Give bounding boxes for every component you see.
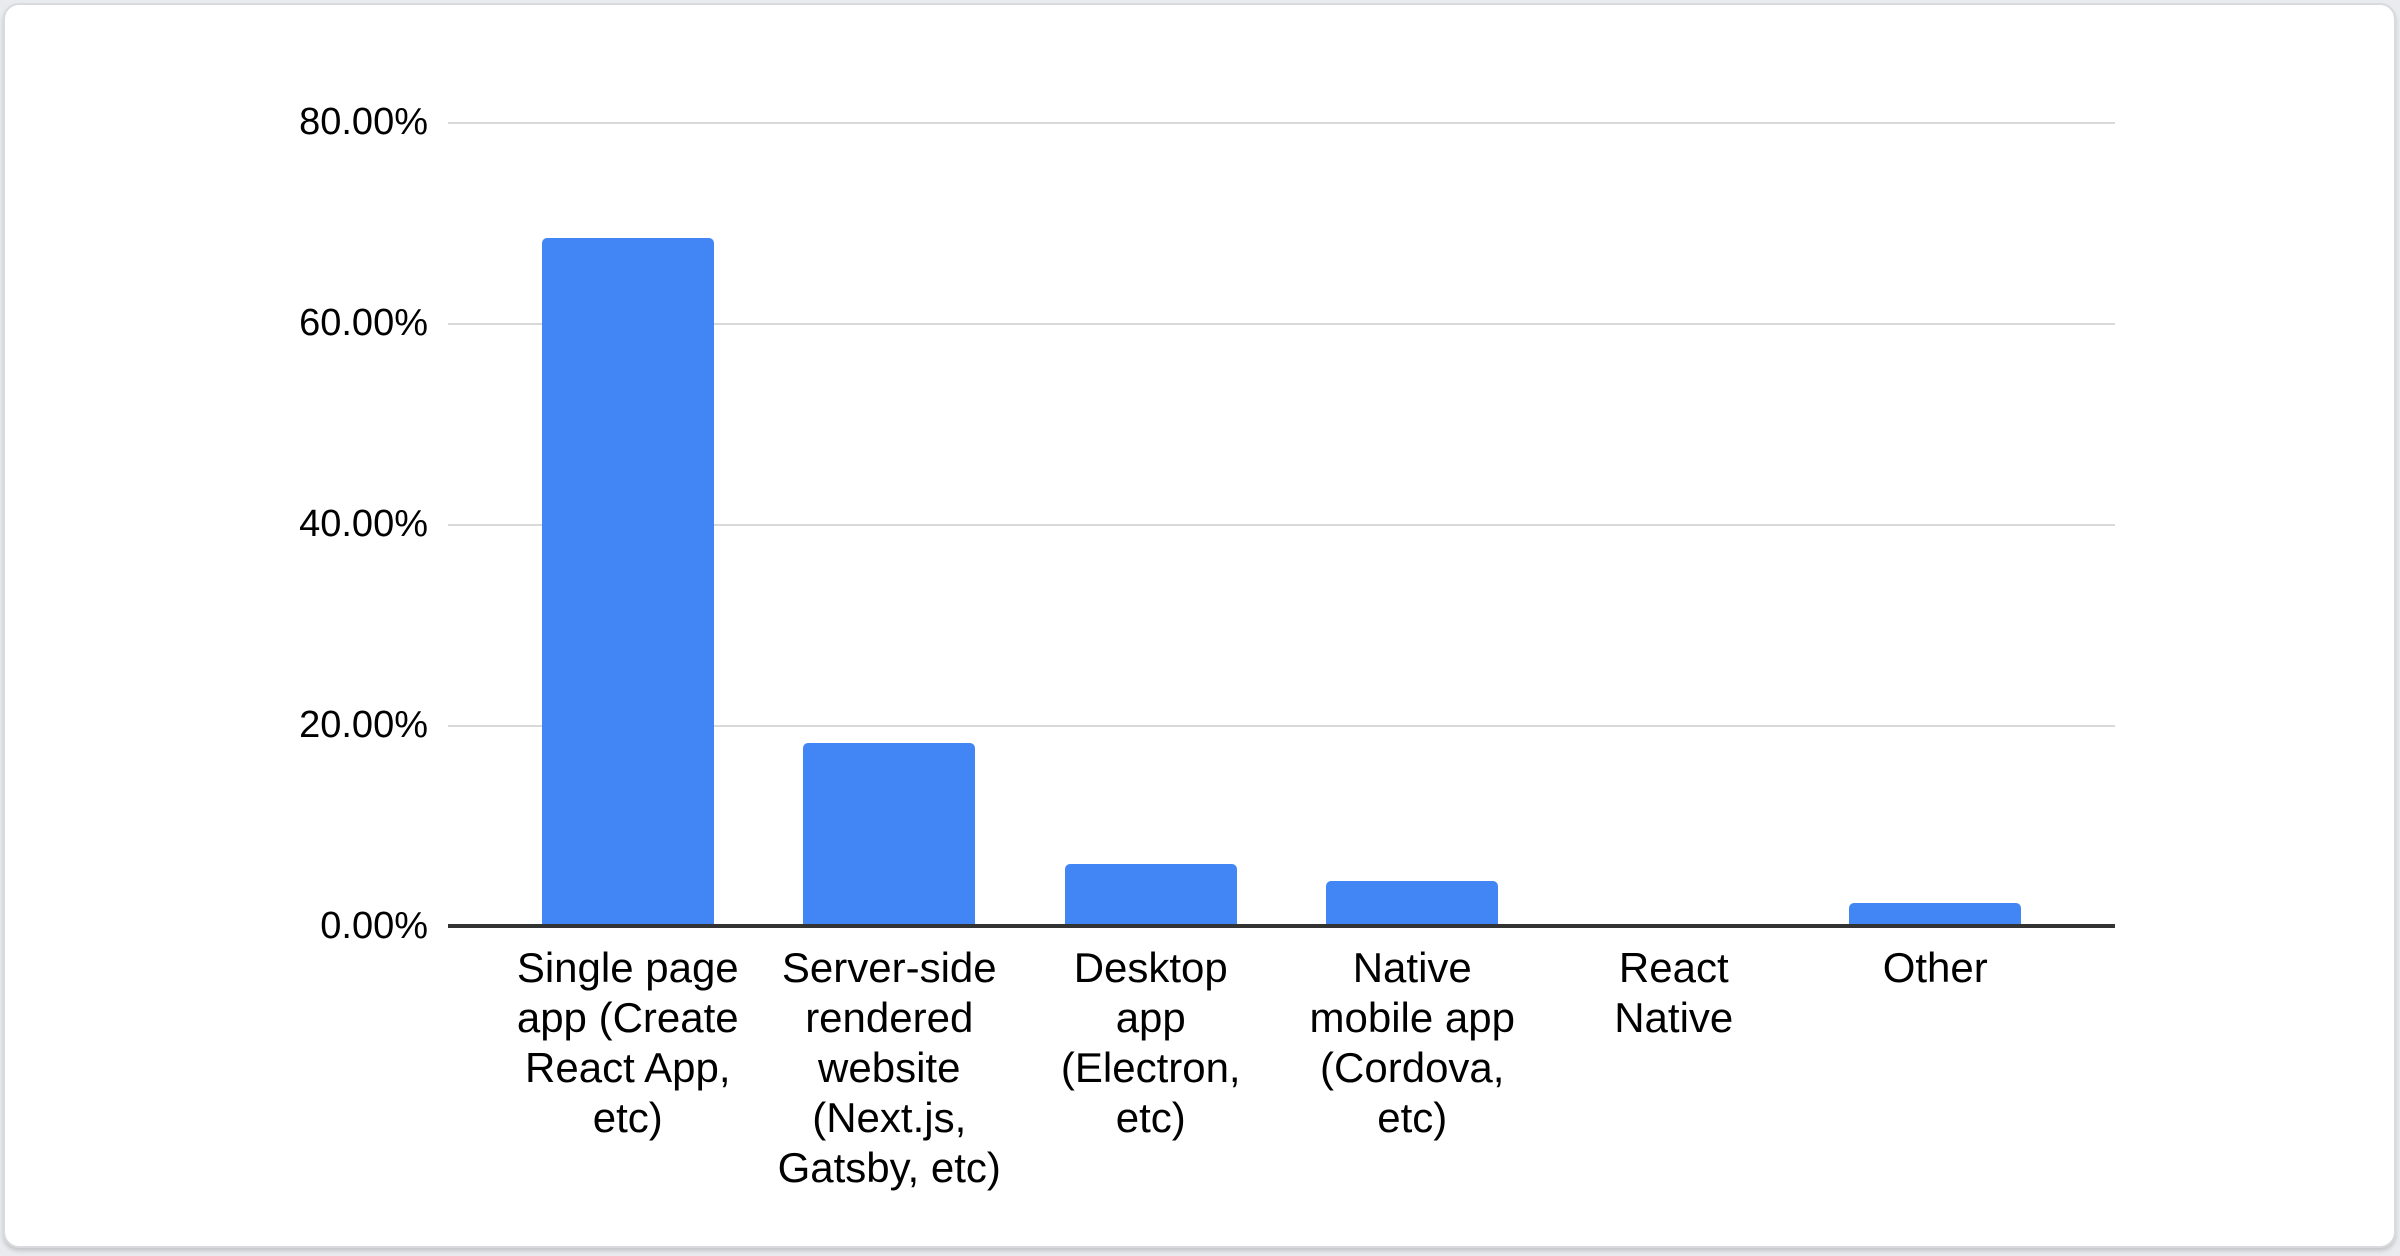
y-axis-tick-20: 20.00% xyxy=(299,704,428,746)
x-axis-label-desktop-app: Desktop app (Electron, etc) xyxy=(1060,944,1241,1141)
bar-slot xyxy=(1020,122,1282,926)
bar-single-page-app[interactable] xyxy=(541,237,714,926)
y-axis-tick-80: 80.00% xyxy=(299,101,428,143)
x-axis-label-other: Other xyxy=(1882,944,1988,991)
gridline-20 xyxy=(448,725,2115,727)
x-axis-label-single-page-app: Single page app (Create React App, etc) xyxy=(516,944,739,1141)
x-axis-label-server-side-rendered: Server-side rendered website (Next.js, G… xyxy=(777,944,1001,1191)
bar-slot xyxy=(1543,122,1805,926)
bar-slot xyxy=(759,122,1021,926)
bars-group xyxy=(448,122,2115,926)
bar-native-mobile-app[interactable] xyxy=(1326,880,1499,926)
y-axis-tick-0: 0.00% xyxy=(320,905,428,947)
gridline-80 xyxy=(448,122,2115,124)
bar-slot xyxy=(497,122,759,926)
bar-server-side-rendered[interactable] xyxy=(803,743,976,926)
gridline-40 xyxy=(448,524,2115,526)
bar-slot xyxy=(1805,122,2067,926)
plot-area xyxy=(448,122,2115,928)
y-axis-tick-40: 40.00% xyxy=(299,503,428,545)
bar-other[interactable] xyxy=(1849,902,2022,926)
bar-slot xyxy=(1282,122,1544,926)
x-axis-baseline xyxy=(448,924,2115,928)
chart-card: 80.00% 60.00% 40.00% 20.00% 0.00% xyxy=(3,3,2396,1248)
y-axis-tick-60: 60.00% xyxy=(299,302,428,344)
x-axis-label-react-native: React Native xyxy=(1614,944,1734,1041)
gridline-60 xyxy=(448,323,2115,325)
x-axis-labels: Single page app (Create React App, etc) … xyxy=(448,943,2115,1193)
bar-desktop-app[interactable] xyxy=(1064,863,1237,926)
x-axis-label-native-mobile-app: Native mobile app (Cordova, etc) xyxy=(1309,944,1515,1141)
